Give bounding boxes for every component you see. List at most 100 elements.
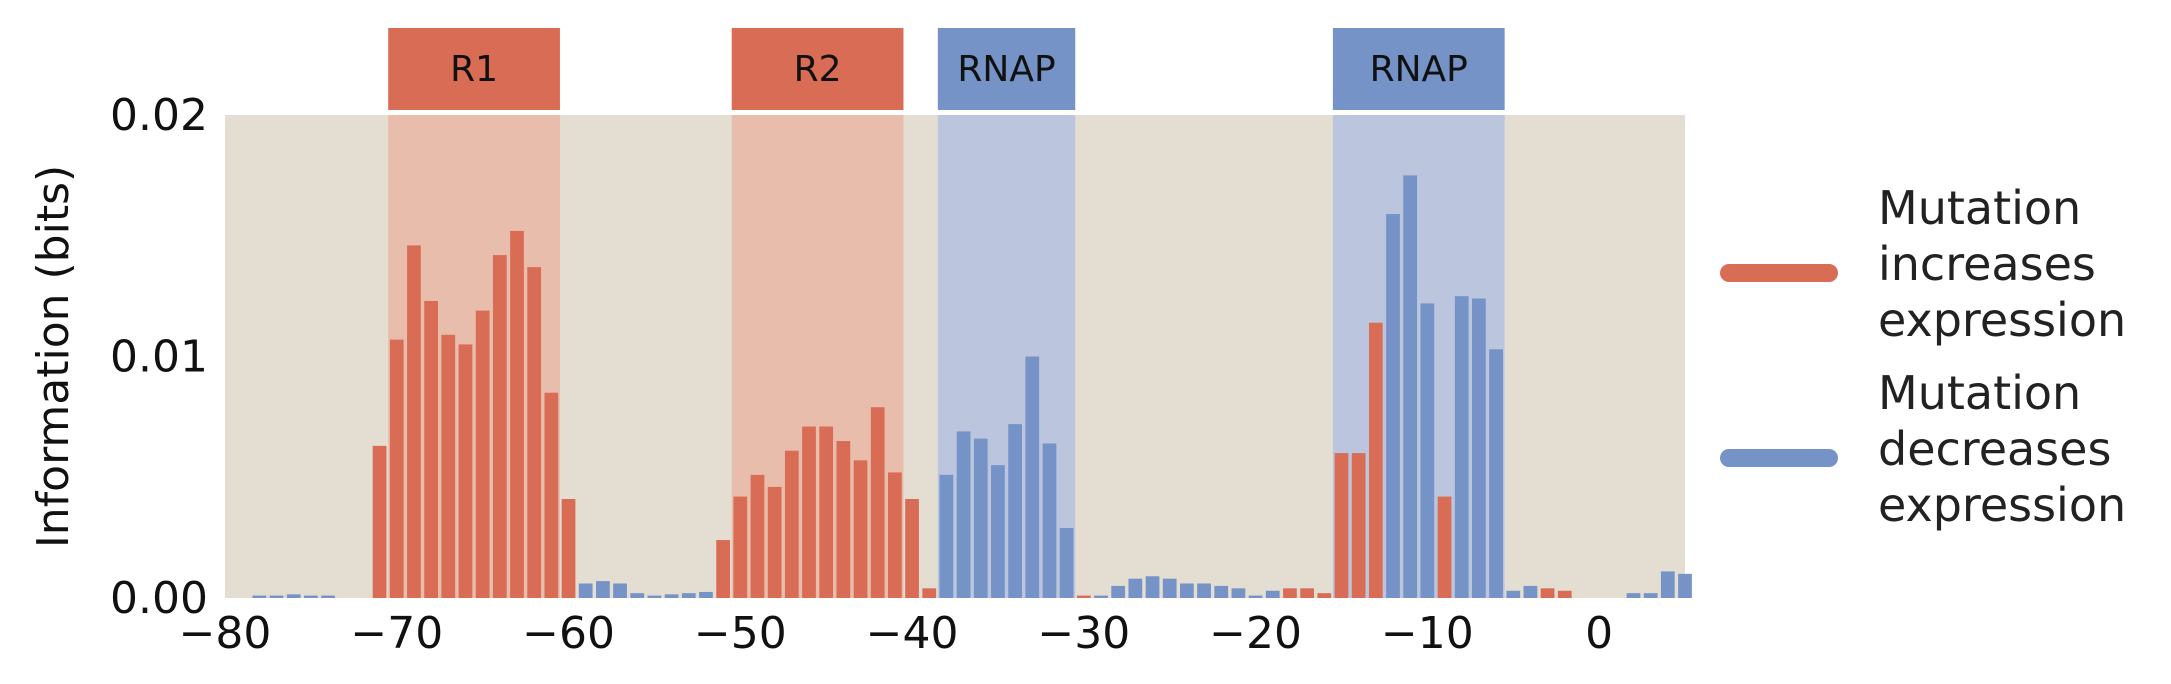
- binding-region-labels: R1 R2 RNAP RNAP: [388, 28, 1505, 110]
- bar-increase: [1334, 453, 1349, 598]
- bar-increase: [1317, 593, 1332, 598]
- region-label-box-r1: [388, 28, 560, 110]
- bar-increase: [836, 441, 851, 598]
- bar-decrease: [1008, 424, 1022, 598]
- bar-decrease: [991, 465, 1005, 598]
- bar-increase: [1300, 588, 1314, 598]
- bar-decrease: [1386, 214, 1400, 598]
- legend-swatch-decrease: [1720, 449, 1838, 467]
- x-tick-label: −30: [1037, 608, 1130, 659]
- bar-increase: [492, 255, 507, 598]
- x-tick-label: −10: [1381, 608, 1474, 659]
- bar-decrease: [1214, 585, 1229, 598]
- bar-decrease: [1059, 527, 1074, 598]
- legend-line: decreases: [1878, 422, 2112, 476]
- bar-decrease: [304, 595, 318, 598]
- bar-increase: [905, 498, 919, 598]
- bar-increase: [561, 498, 576, 598]
- region-label-box-rnap: [937, 28, 1076, 110]
- x-tick-label: −20: [1209, 608, 1302, 659]
- bar-decrease: [1506, 590, 1521, 598]
- bar-decrease: [1145, 576, 1160, 598]
- x-tick-label: −40: [866, 608, 959, 659]
- bar-decrease: [1111, 585, 1126, 598]
- bar-increase: [802, 426, 816, 598]
- x-axis: −80 −70 −60 −50 −40 −30 −20 −10 0: [179, 608, 1614, 659]
- bar-increase: [888, 472, 902, 598]
- y-tick-label: 0.00: [110, 573, 208, 624]
- bar-decrease: [286, 594, 301, 598]
- bar-decrease: [1162, 578, 1177, 598]
- bar-decrease: [321, 595, 335, 598]
- bar-decrease: [1403, 175, 1418, 598]
- y-axis-label: Information (bits): [28, 165, 79, 548]
- bar-decrease: [664, 594, 679, 598]
- region-label-box-r2: [731, 28, 904, 110]
- bar-decrease: [1265, 590, 1280, 598]
- bar-increase: [1368, 322, 1383, 598]
- bar-decrease: [973, 438, 988, 598]
- bar-increase: [475, 310, 490, 598]
- bar-increase: [733, 496, 748, 598]
- bar-decrease: [1180, 583, 1194, 598]
- legend-label-increase: Mutation increases expression: [1878, 180, 2168, 348]
- legend-swatch-increase: [1720, 264, 1838, 282]
- bar-decrease: [1626, 593, 1641, 598]
- bar-decrease: [1454, 296, 1469, 598]
- bar-increase: [424, 300, 438, 598]
- bar-increase: [716, 540, 730, 598]
- bar-decrease: [1489, 349, 1503, 598]
- bar-increase: [1076, 595, 1091, 598]
- legend-label-decrease: Mutation decreases expression: [1878, 365, 2168, 533]
- bar-increase: [1540, 588, 1555, 598]
- region-label-r1: R1: [450, 49, 498, 90]
- bar-increase: [407, 245, 421, 598]
- legend-line: Mutation: [1878, 181, 2082, 235]
- bar-decrease: [699, 591, 713, 598]
- y-tick-label: 0.01: [110, 332, 208, 383]
- bar-decrease: [1678, 573, 1692, 598]
- bar-decrease: [1660, 571, 1675, 598]
- region-label-rnap: RNAP: [957, 49, 1055, 90]
- bar-increase: [853, 460, 868, 598]
- bar-increase: [819, 426, 834, 598]
- bar-decrease: [1094, 595, 1108, 598]
- bar-decrease: [1025, 356, 1040, 598]
- bar-decrease: [1197, 583, 1211, 598]
- bar-decrease: [1643, 593, 1658, 598]
- bar-decrease: [630, 593, 645, 598]
- bar-increase: [784, 450, 799, 598]
- bar-increase: [750, 474, 765, 598]
- bar-decrease: [613, 583, 627, 598]
- bar-increase: [544, 392, 559, 598]
- bar-increase: [1351, 453, 1366, 598]
- x-tick-label: 0: [1585, 608, 1613, 659]
- bar-decrease: [1523, 585, 1538, 598]
- bar-decrease: [252, 595, 267, 598]
- bar-increase: [870, 407, 885, 598]
- bar-increase: [1437, 496, 1452, 598]
- bar-decrease: [1231, 588, 1246, 598]
- x-tick-label: −70: [350, 608, 443, 659]
- bar-decrease: [596, 581, 610, 598]
- bar-increase: [767, 486, 782, 598]
- bar-series: [252, 175, 1692, 599]
- x-tick-label: −80: [179, 608, 272, 659]
- legend: Mutation increases expression Mutation d…: [1720, 0, 2160, 684]
- bar-decrease: [1420, 303, 1435, 598]
- bar-decrease: [269, 595, 284, 598]
- region-label-rnap: RNAP: [1370, 49, 1468, 90]
- bar-decrease: [1248, 595, 1263, 598]
- bar-increase: [1283, 588, 1297, 598]
- legend-line: expression: [1878, 293, 2127, 347]
- bar-increase: [922, 588, 937, 598]
- bar-decrease: [1128, 578, 1143, 598]
- legend-line: increases: [1878, 237, 2096, 291]
- bar-increase: [372, 445, 387, 598]
- bar-increase: [441, 334, 456, 598]
- bar-decrease: [956, 431, 971, 598]
- bar-decrease: [681, 593, 696, 598]
- x-tick-label: −50: [694, 608, 787, 659]
- y-tick-label: 0.02: [110, 90, 208, 141]
